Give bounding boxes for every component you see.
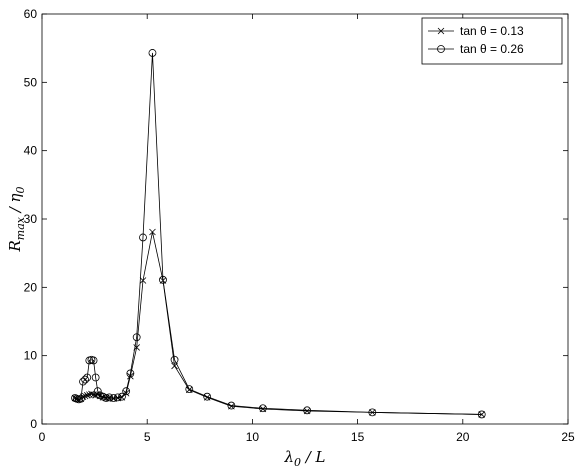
marker [227, 401, 236, 410]
y-tick-label: 10 [24, 349, 38, 363]
legend-marker [437, 27, 445, 35]
marker [81, 392, 89, 400]
marker [303, 406, 312, 415]
marker [259, 404, 267, 413]
legend-symbol [437, 27, 445, 35]
marker [88, 390, 95, 398]
marker [83, 392, 91, 399]
marker [132, 333, 141, 342]
x-tick-label: 20 [456, 430, 470, 444]
plot-area [41, 13, 569, 425]
x-tick-label: 5 [144, 430, 151, 444]
marker [126, 369, 135, 378]
marker [368, 408, 377, 417]
legend-symbol [437, 45, 445, 53]
x-tick-label: 15 [351, 430, 365, 444]
label-part: λ [283, 448, 294, 466]
legend-label: tan θ = 0.26 [460, 42, 524, 56]
marker [83, 373, 92, 382]
marker [89, 356, 98, 365]
marker [91, 373, 100, 382]
marker [109, 394, 118, 402]
marker [105, 393, 114, 402]
marker [149, 228, 156, 236]
y-tick-label: 40 [24, 144, 38, 158]
y-tick-label: 50 [24, 75, 38, 89]
marker [118, 392, 126, 401]
x-tick-label: 0 [39, 430, 46, 444]
marker [77, 394, 85, 403]
series-line [74, 52, 482, 415]
legend-label: tan θ = 0.13 [460, 24, 524, 38]
label-part: / L [301, 448, 326, 466]
label-part: 0 [14, 186, 27, 193]
x-axis-label: λ0 / L [283, 448, 325, 469]
y-tick-label: 20 [24, 280, 38, 294]
marker [79, 377, 87, 386]
x-tick-label: 10 [246, 430, 260, 444]
label-part: 0 [294, 456, 301, 469]
marker [122, 387, 131, 396]
legend-marker [437, 45, 445, 53]
y-tick-label: 60 [24, 7, 38, 21]
marker [122, 389, 130, 397]
marker [185, 385, 194, 394]
label-part: / η [6, 193, 24, 217]
marker [203, 392, 212, 401]
marker [113, 393, 122, 402]
marker [81, 375, 90, 384]
marker [159, 275, 167, 284]
label-part: max [14, 216, 27, 240]
marker [127, 372, 134, 380]
marker [92, 392, 99, 399]
y-tick-label: 0 [30, 417, 37, 431]
marker [139, 233, 147, 242]
marker [93, 387, 102, 396]
marker [139, 277, 147, 284]
marker [477, 410, 486, 419]
marker [170, 355, 179, 364]
series-line [74, 231, 482, 415]
x-tick-label: 25 [561, 430, 575, 444]
legend-box [421, 17, 563, 65]
y-tick-label: 30 [24, 212, 38, 226]
marker [148, 49, 157, 57]
label-part: R [6, 240, 24, 252]
y-axis-label: Rmax / η0 [6, 186, 27, 252]
